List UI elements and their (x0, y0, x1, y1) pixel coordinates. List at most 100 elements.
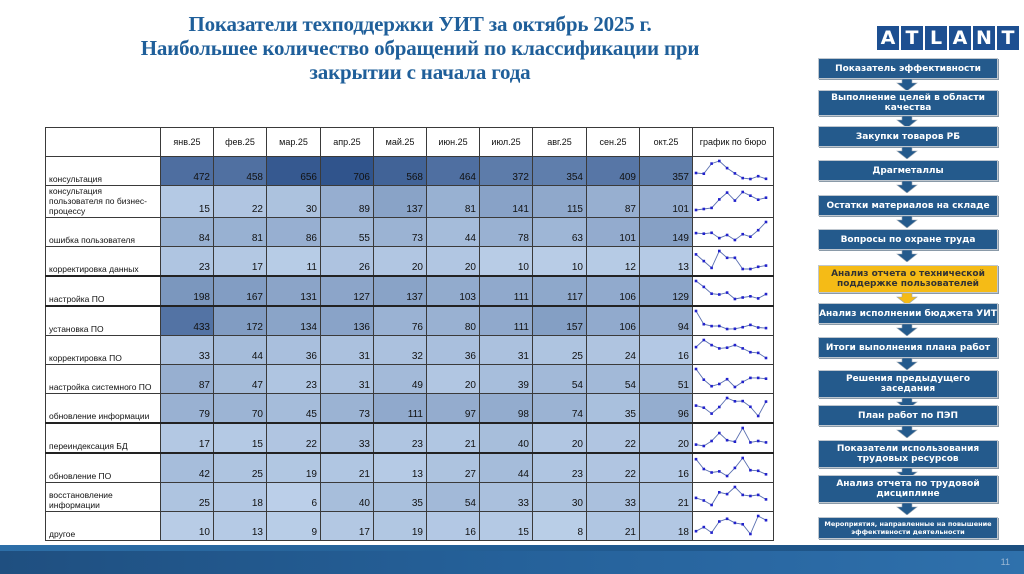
value-cell: 15 (213, 422, 267, 454)
column-header: апр.25 (320, 127, 374, 157)
value-cell: 33 (586, 482, 640, 512)
value-cell: 78 (479, 217, 533, 247)
value-cell: 25 (160, 482, 214, 512)
value-cell: 36 (266, 335, 321, 365)
value-cell: 111 (479, 305, 533, 336)
sparkline-cell (692, 246, 774, 277)
value-cell: 357 (639, 156, 693, 186)
value-cell: 17 (213, 246, 267, 277)
value-cell: 20 (532, 422, 587, 454)
value-cell: 30 (532, 482, 587, 512)
sparkline-chart (694, 485, 768, 507)
sparkline-chart (694, 338, 768, 360)
value-cell: 35 (373, 482, 427, 512)
row-label: переиндексация БД (45, 422, 161, 454)
flow-step[interactable]: Вопросы по охране труда (818, 229, 998, 250)
column-header: окт.25 (639, 127, 693, 157)
atlant-logo: A T L A N T (877, 26, 1021, 50)
title-line-1: Показатели техподдержки УИТ за октябрь 2… (188, 12, 652, 36)
value-cell: 40 (479, 422, 533, 454)
row-label: установка ПО (45, 305, 161, 336)
flow-step[interactable]: Выполнение целей в области качества (818, 90, 998, 116)
value-cell: 16 (639, 335, 693, 365)
sparkline-cell (692, 422, 774, 454)
value-cell: 136 (320, 305, 374, 336)
value-cell: 157 (532, 305, 587, 336)
value-cell: 458 (213, 156, 267, 186)
value-cell: 472 (160, 156, 214, 186)
value-cell: 20 (426, 364, 480, 394)
logo-letter: A (949, 26, 971, 50)
flow-step[interactable]: Показатели использования трудовых ресурс… (818, 440, 998, 468)
down-arrow-icon (896, 357, 918, 371)
flow-step[interactable]: Остатки материалов на складе (818, 195, 998, 216)
value-cell: 84 (160, 217, 214, 247)
flow-step[interactable]: Показатель эффективности (818, 58, 998, 79)
value-cell: 137 (373, 185, 427, 218)
value-cell: 17 (320, 511, 374, 541)
value-cell: 96 (639, 393, 693, 424)
value-cell: 167 (213, 275, 267, 307)
column-header: мар.25 (266, 127, 321, 157)
value-cell: 18 (639, 511, 693, 541)
sparkline-cell (692, 185, 774, 218)
flow-step[interactable]: Мероприятия, направленные на повышение э… (818, 517, 998, 539)
down-arrow-icon (896, 502, 918, 516)
sparkline-chart (694, 220, 768, 242)
value-cell: 22 (266, 422, 321, 454)
value-cell: 73 (320, 393, 374, 424)
table-row: корректировка данных 23 17 11 26 20 20 10 10 12 13 (45, 246, 774, 277)
table-row: настройка ПО 198 167 131 127 137 103 111 117 106 1… (45, 275, 774, 307)
value-cell: 86 (266, 217, 321, 247)
value-cell: 15 (160, 185, 214, 218)
column-header: авг.25 (532, 127, 587, 157)
value-cell: 31 (479, 335, 533, 365)
value-cell: 81 (213, 217, 267, 247)
logo-letter: T (997, 26, 1019, 50)
value-cell: 23 (160, 246, 214, 277)
sparkline-header: график по бюро (692, 127, 774, 157)
table-row: корректировка ПО 33 44 36 31 32 36 31 25 24 16 (45, 335, 774, 365)
logo-letter: A (877, 26, 899, 50)
sparkline-chart (694, 514, 768, 536)
flow-step[interactable]: Закупки товаров РБ (818, 126, 998, 147)
value-cell: 13 (639, 246, 693, 277)
value-cell: 21 (586, 511, 640, 541)
value-cell: 22 (586, 422, 640, 454)
flow-step[interactable]: План работ по ПЭП (818, 405, 998, 426)
value-cell: 24 (586, 335, 640, 365)
value-cell: 54 (532, 364, 587, 394)
value-cell: 40 (320, 482, 374, 512)
down-arrow-icon (896, 249, 918, 263)
value-cell: 464 (426, 156, 480, 186)
flow-step[interactable]: Анализ отчета о технической поддержке по… (818, 265, 998, 293)
sparkline-chart (694, 309, 768, 331)
value-cell: 22 (213, 185, 267, 218)
table-row: восстановление информации 25 18 6 40 35 54 33 30… (45, 482, 774, 512)
flow-step[interactable]: Анализ исполнении бюджета УИТ (818, 303, 998, 324)
value-cell: 101 (586, 217, 640, 247)
value-cell: 54 (586, 364, 640, 394)
value-cell: 354 (532, 156, 587, 186)
value-cell: 111 (479, 275, 533, 307)
value-cell: 32 (373, 335, 427, 365)
flow-step[interactable]: Драгметаллы (818, 160, 998, 181)
value-cell: 16 (426, 511, 480, 541)
flow-step[interactable]: Решения предыдущего заседания (818, 370, 998, 398)
sparkline-chart (694, 190, 768, 211)
value-cell: 33 (320, 422, 374, 454)
value-cell: 33 (479, 482, 533, 512)
value-cell: 656 (266, 156, 321, 186)
value-cell: 568 (373, 156, 427, 186)
flow-step[interactable]: Анализ отчета по трудовой дисциплине (818, 475, 998, 503)
row-label: консультация пользователя по бизнес-проц… (45, 185, 161, 218)
table-row: настройка системного ПО 87 47 23 31 49 20 39 54 5… (45, 364, 774, 394)
row-label: консультация (45, 156, 161, 186)
value-cell: 10 (479, 246, 533, 277)
value-cell: 22 (586, 452, 640, 483)
value-cell: 35 (586, 393, 640, 424)
column-header: июн.25 (426, 127, 480, 157)
value-cell: 87 (160, 364, 214, 394)
flow-step[interactable]: Итоги выполнения плана работ (818, 337, 998, 358)
value-cell: 706 (320, 156, 374, 186)
